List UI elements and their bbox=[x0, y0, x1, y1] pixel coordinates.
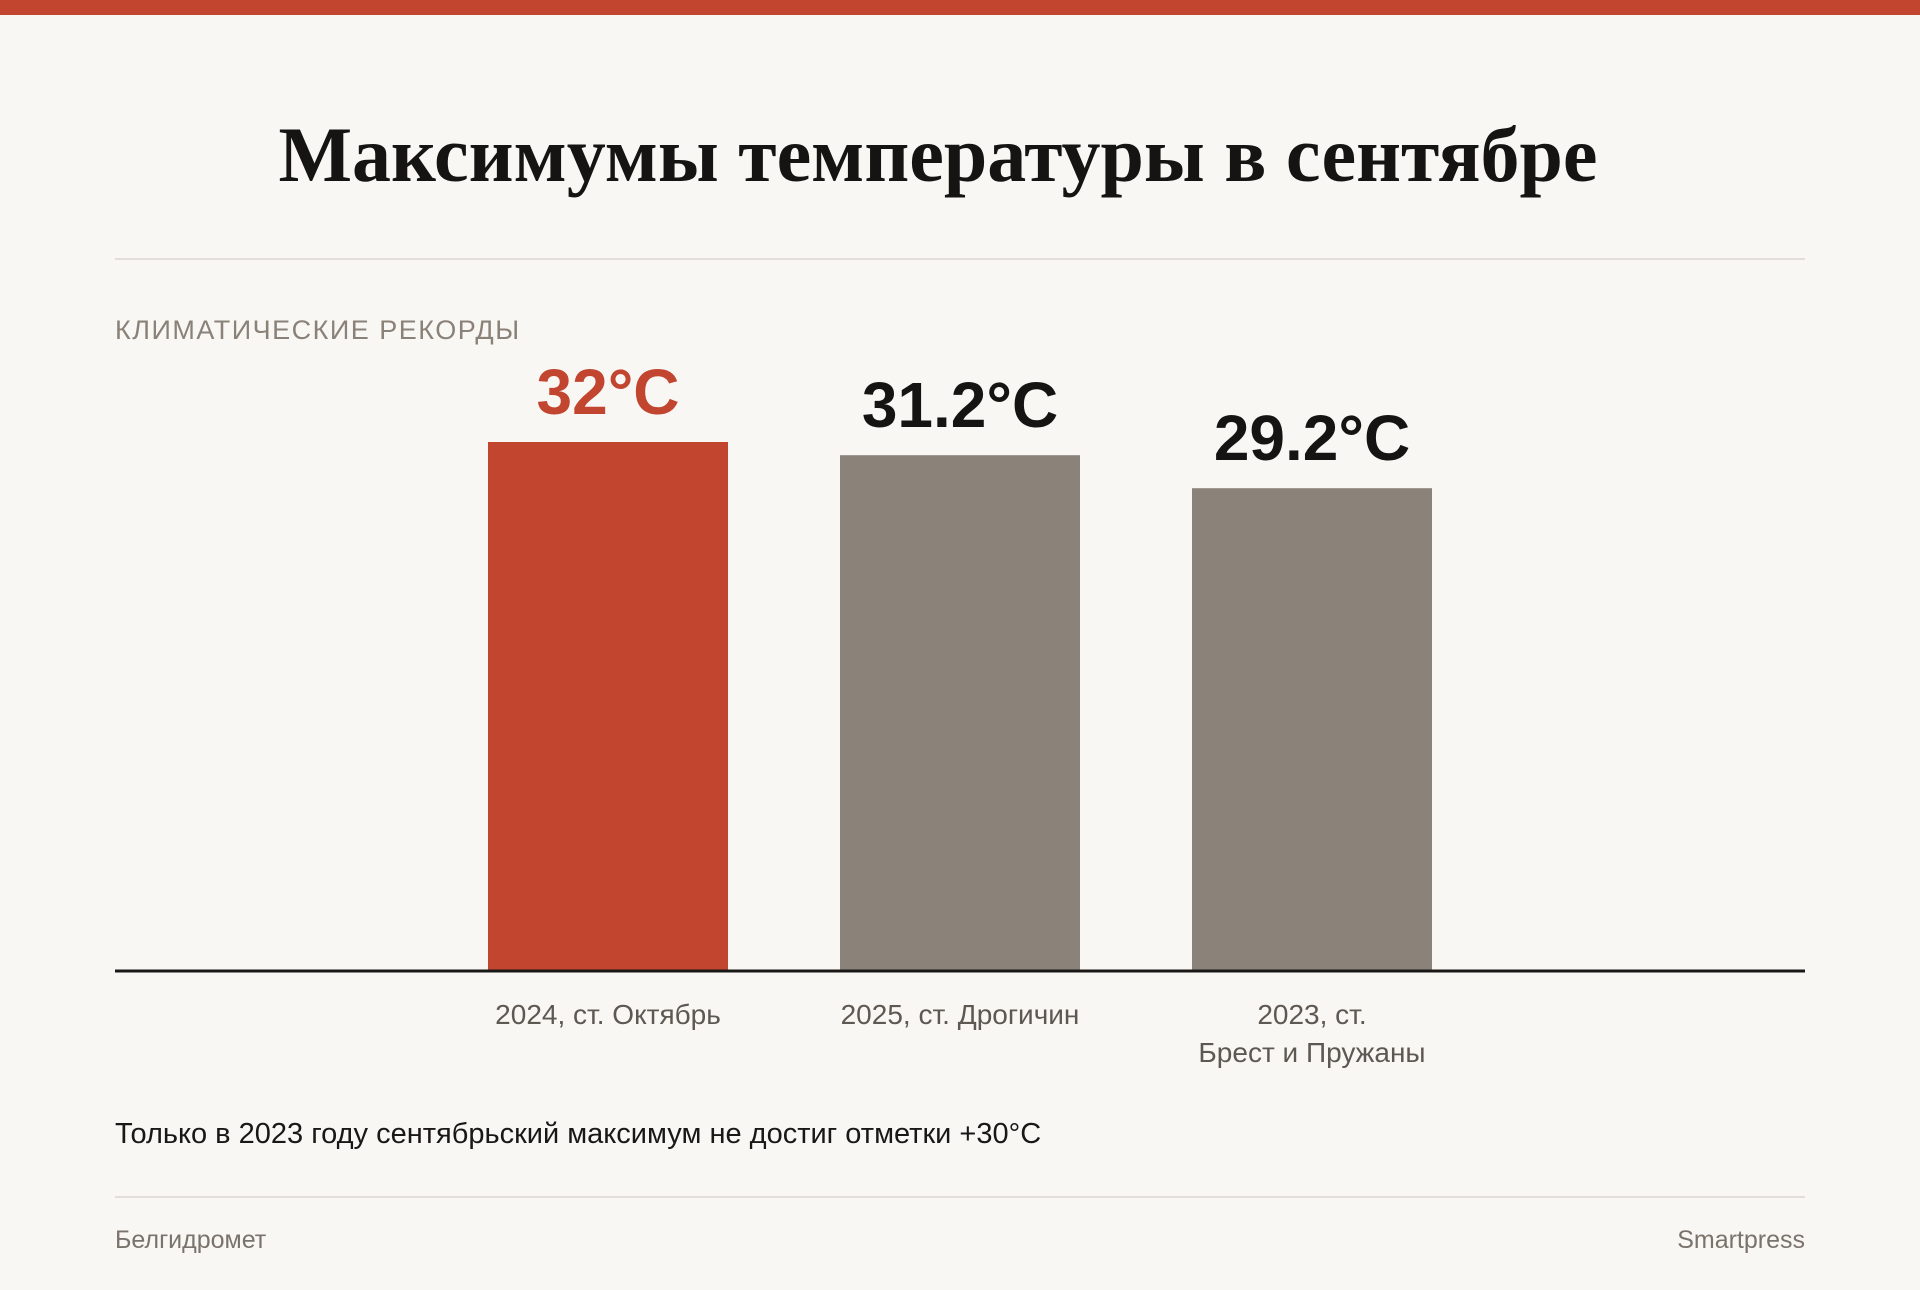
bar-chart: 32°C 2024, ст. Октябрь 31.2°C 2025, ст. Дро… bbox=[115, 356, 1805, 1068]
category-label-3-line-1: 2023, ст. bbox=[1257, 999, 1366, 1030]
bottom-divider bbox=[115, 1196, 1805, 1198]
bar-2 bbox=[840, 455, 1080, 970]
accent-top-bar bbox=[0, 0, 1920, 15]
chart-title: Максимумы температуры в сентябре bbox=[278, 111, 1598, 198]
chart-note: Только в 2023 году сентябрьский максимум… bbox=[115, 1118, 1042, 1150]
source-label: Белгидромет bbox=[115, 1226, 267, 1254]
chart-subtitle: КЛИМАТИЧЕСКИЕ РЕКОРДЫ bbox=[115, 315, 521, 345]
value-label-1: 32°C bbox=[537, 356, 680, 428]
brand-label: Smartpress bbox=[1677, 1226, 1805, 1254]
category-label-1: 2024, ст. Октябрь bbox=[495, 999, 721, 1030]
category-label-3-line-2: Брест и Пружаны bbox=[1198, 1037, 1425, 1068]
category-label-2: 2025, ст. Дрогичин bbox=[841, 999, 1080, 1030]
bar-3 bbox=[1192, 488, 1432, 970]
bar-1 bbox=[488, 442, 728, 970]
value-label-3: 29.2°C bbox=[1214, 402, 1410, 474]
value-label-2: 31.2°C bbox=[862, 369, 1058, 441]
top-divider bbox=[115, 258, 1805, 260]
